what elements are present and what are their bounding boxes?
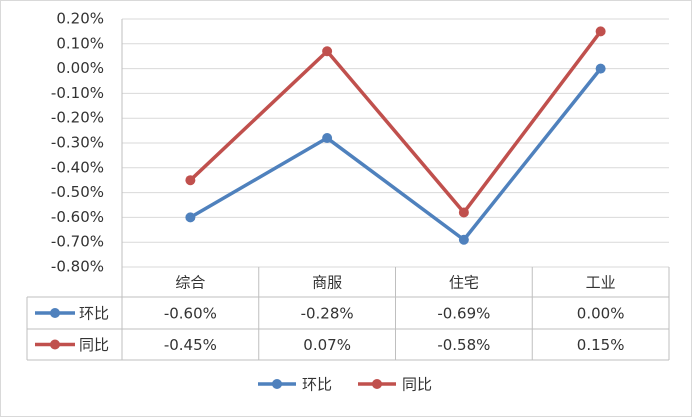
- data-point: [185, 212, 196, 223]
- table-legend-marker: [50, 308, 60, 318]
- y-tick-label: -0.10%: [51, 84, 104, 102]
- y-tick-label: -0.60%: [51, 208, 104, 226]
- y-tick-label: -0.30%: [51, 134, 104, 152]
- table-value: -0.45%: [164, 336, 217, 354]
- y-tick-label: 0.20%: [56, 10, 104, 28]
- x-tick-label: 商服: [312, 274, 342, 292]
- y-tick-label: -0.20%: [51, 109, 104, 127]
- y-tick-label: -0.80%: [51, 258, 104, 276]
- table-value: -0.58%: [437, 336, 490, 354]
- data-point: [595, 26, 606, 37]
- data-point: [595, 63, 606, 74]
- series-line: [189, 30, 603, 215]
- data-point: [458, 234, 469, 245]
- table-value: 0.15%: [577, 336, 625, 354]
- x-tick-label: 综合: [175, 274, 205, 292]
- data-point: [322, 46, 333, 57]
- x-tick-label: 工业: [586, 274, 616, 292]
- data-point: [185, 175, 196, 186]
- table-legend-marker: [50, 339, 60, 350]
- data-point: [458, 207, 469, 218]
- table-value: -0.28%: [301, 305, 354, 323]
- y-tick-label: 0.00%: [56, 59, 104, 77]
- y-tick-label: 0.10%: [56, 34, 104, 52]
- series-line: [189, 67, 602, 242]
- table-value: 0.07%: [303, 336, 351, 354]
- table-value: -0.60%: [164, 305, 217, 323]
- legend-label: 同比: [402, 376, 432, 394]
- legend-marker: [272, 379, 282, 389]
- data-point: [322, 133, 333, 144]
- y-tick-label: -0.70%: [51, 233, 104, 251]
- table-row-label: 环比: [79, 305, 109, 323]
- table-row-label: 同比: [79, 336, 109, 354]
- table-value: -0.69%: [437, 305, 490, 323]
- legend-label: 环比: [302, 376, 332, 394]
- x-tick-label: 住宅: [449, 274, 479, 292]
- legend-marker: [372, 379, 382, 389]
- y-tick-label: -0.50%: [51, 183, 104, 201]
- table-value: 0.00%: [577, 305, 625, 323]
- y-tick-label: -0.40%: [51, 158, 104, 176]
